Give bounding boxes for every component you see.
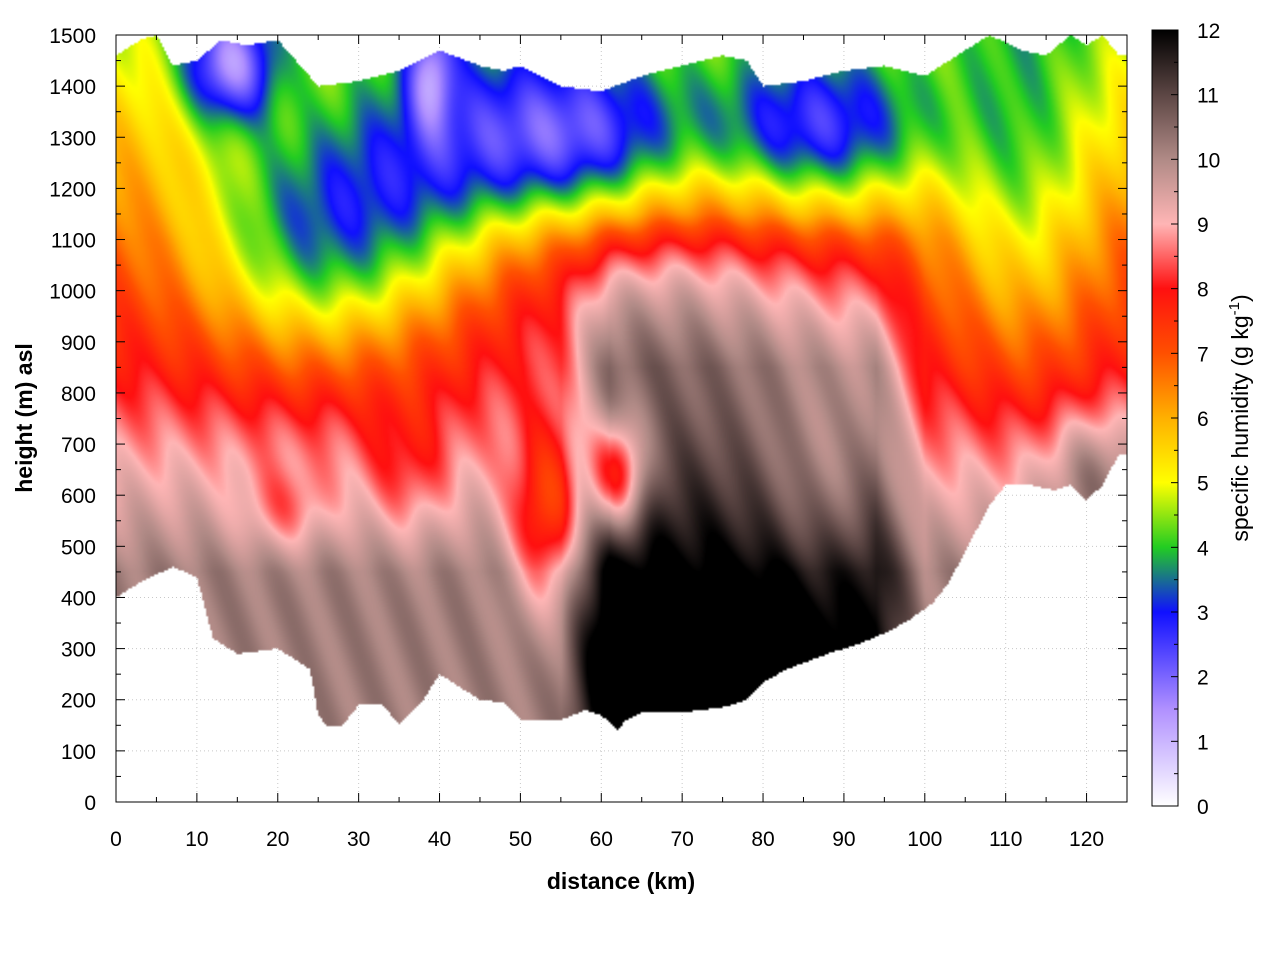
x-tick-label: 60 <box>590 828 613 851</box>
y-tick-label: 1000 <box>49 281 96 304</box>
colorbar-tick-label: 6 <box>1197 408 1209 431</box>
x-tick-label: 40 <box>428 828 451 851</box>
y-tick-label: 1100 <box>51 230 96 253</box>
y-tick-label: 1500 <box>49 25 96 48</box>
colorbar-title-close: ) <box>1227 294 1253 302</box>
y-tick-label: 400 <box>61 587 96 610</box>
x-tick-label: 0 <box>110 828 122 851</box>
x-axis-title: distance (km) <box>547 868 695 894</box>
y-tick-label: 100 <box>61 741 96 764</box>
colorbar-tick-label: 5 <box>1197 473 1209 496</box>
y-tick-label: 1200 <box>49 178 96 201</box>
y-axis-title: height (m) asl <box>11 343 37 493</box>
colorbar-title: specific humidity (g kg-1) <box>1226 294 1253 541</box>
y-tick-label: 300 <box>61 639 96 662</box>
y-tick-label: 0 <box>84 792 96 815</box>
x-tick-label: 90 <box>832 828 855 851</box>
y-tick-label: 700 <box>61 434 96 457</box>
y-tick-label: 500 <box>61 536 96 559</box>
y-tick-label: 900 <box>61 332 96 355</box>
x-tick-label: 10 <box>185 828 208 851</box>
colorbar-tick-label: 1 <box>1197 731 1209 754</box>
x-axis: 0 10 20 30 40 50 60 70 80 90 100 110 120 <box>110 35 1104 851</box>
x-tick-label: 70 <box>670 828 693 851</box>
humidity-heatmap <box>116 35 1127 802</box>
y-tick-label: 1400 <box>49 76 96 99</box>
y-axis: 0 100 200 300 400 500 600 700 800 900 1000 1100 1200… <box>49 25 1127 815</box>
x-tick-label: 110 <box>989 828 1022 851</box>
colorbar-tick-label: 4 <box>1197 537 1209 560</box>
x-tick-label: 120 <box>1069 828 1104 851</box>
colorbar-tick-label: 3 <box>1197 602 1209 625</box>
x-tick-label: 20 <box>266 828 289 851</box>
colorbar-title-main: specific humidity (g kg <box>1227 315 1253 541</box>
colorbar-tick-label: 11 <box>1197 85 1219 108</box>
y-tick-label: 800 <box>61 383 96 406</box>
x-tick-label: 30 <box>347 828 370 851</box>
x-tick-label: 50 <box>509 828 532 851</box>
colorbar-tick-label: 7 <box>1197 343 1209 366</box>
colorbar-tick-label: 8 <box>1197 279 1209 302</box>
x-tick-label: 100 <box>907 828 942 851</box>
colorbar-tick-label: 0 <box>1197 796 1209 819</box>
y-tick-label: 200 <box>61 690 96 713</box>
colorbar-tick-label: 2 <box>1197 667 1209 690</box>
y-tick-label: 1300 <box>49 127 96 150</box>
y-tick-label: 600 <box>61 485 96 508</box>
colorbar-tick-label: 10 <box>1197 149 1220 172</box>
x-tick-label: 80 <box>751 828 774 851</box>
colorbar-tick-label: 12 <box>1197 20 1220 43</box>
colorbar-tick-label: 9 <box>1197 214 1209 237</box>
colorbar-title-exponent: -1 <box>1226 302 1243 315</box>
